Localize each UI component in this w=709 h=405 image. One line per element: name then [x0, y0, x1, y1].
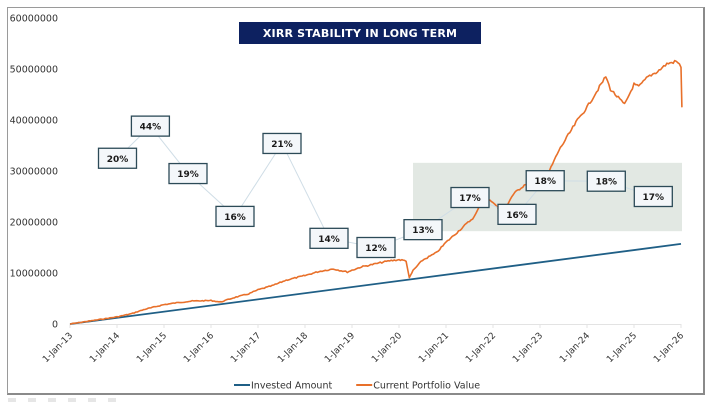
- xirr-label: 44%: [130, 115, 171, 137]
- xirr-label: 17%: [450, 186, 490, 209]
- xirr-label-text: 44%: [140, 123, 162, 133]
- xirr-label-box: [450, 186, 490, 209]
- chart-title: XIRR STABILITY IN LONG TERM: [239, 22, 481, 44]
- xirr-label: 19%: [168, 162, 208, 185]
- xirr-label-box: [168, 162, 208, 185]
- legend-item-invested-amount: Invested Amount: [234, 381, 332, 392]
- xirr-label: 12%: [356, 236, 396, 259]
- xirr-label-box: [356, 236, 396, 259]
- xirr-label-box: [309, 227, 349, 249]
- y-tick-label: 0: [52, 320, 58, 331]
- x-tick-label: 1-Jan-17: [229, 331, 263, 365]
- xirr-label-layer: 20% 44% 19% 16% 21% 14% 12% 13% 17% 16% 18% 18% 17%: [97, 115, 673, 259]
- xirr-label: 14%: [309, 227, 349, 249]
- xirr-label: 18%: [525, 170, 565, 192]
- footer-decoration: [8, 398, 116, 404]
- xirr-label-text: 17%: [643, 193, 665, 203]
- xirr-label: 16%: [497, 203, 537, 226]
- xirr-label: 16%: [215, 205, 255, 228]
- x-tick-label: 1-Jan-20: [370, 331, 404, 365]
- x-tick-label: 1-Jan-24: [558, 331, 592, 365]
- x-tick-label: 1-Jan-25: [605, 331, 639, 365]
- footer-dot: [28, 398, 36, 402]
- xirr-connector: [281, 143, 330, 239]
- xirr-label-text: 12%: [365, 244, 387, 254]
- xirr-label-box: [497, 203, 537, 226]
- xirr-label-text: 20%: [107, 155, 129, 165]
- xirr-label-box: [97, 147, 138, 169]
- xirr-label-box: [633, 185, 673, 208]
- x-tick-label: 1-Jan-13: [41, 331, 75, 365]
- xirr-label-box: [262, 132, 302, 155]
- xirr-label-text: 16%: [506, 211, 528, 221]
- y-axis: 0 10000000 20000000 30000000 40000000 5000000…: [10, 14, 58, 331]
- footer-dot: [108, 398, 116, 402]
- xirr-connector: [234, 143, 283, 217]
- xirr-label-text: 14%: [318, 235, 340, 245]
- y-tick-label: 10000000: [10, 269, 58, 280]
- x-tick-label: 1-Jan-21: [417, 331, 451, 365]
- x-tick-label: 1-Jan-14: [88, 331, 122, 365]
- y-tick-label: 20000000: [10, 218, 58, 229]
- x-tick-label: 1-Jan-26: [652, 331, 686, 365]
- legend: Invested Amount Current Portfolio Value: [234, 381, 480, 392]
- x-axis: 1-Jan-13 1-Jan-14 1-Jan-15 1-Jan-16 1-Jan-17…: [41, 324, 686, 365]
- footer-dot: [68, 398, 76, 402]
- y-tick-label: 30000000: [10, 167, 58, 178]
- xirr-label-box: [586, 170, 626, 192]
- legend-item-current-portfolio-value: Current Portfolio Value: [356, 381, 480, 392]
- xirr-label: 17%: [633, 185, 673, 208]
- legend-label: Invested Amount: [251, 381, 332, 392]
- xirr-label: 21%: [262, 132, 302, 155]
- y-tick-label: 50000000: [10, 65, 58, 76]
- y-tick-label: 40000000: [10, 116, 58, 127]
- xirr-label-text: 13%: [412, 226, 434, 236]
- xirr-label-text: 19%: [177, 170, 199, 180]
- xirr-label-box: [130, 115, 171, 137]
- xirr-label-box: [215, 205, 255, 228]
- xirr-label-text: 18%: [596, 178, 618, 188]
- xirr-label-text: 18%: [534, 177, 556, 187]
- series-line-invested-amount: [69, 243, 682, 325]
- xirr-label: 20%: [97, 147, 138, 169]
- chart-title-text: XIRR STABILITY IN LONG TERM: [263, 27, 457, 40]
- xirr-label-box: [525, 170, 565, 192]
- series-line-current-portfolio-value: [69, 59, 683, 325]
- footer-dot: [88, 398, 96, 402]
- series-layer: [69, 59, 683, 325]
- xirr-label-text: 17%: [459, 194, 481, 204]
- x-tick-label: 1-Jan-19: [323, 331, 357, 365]
- footer-dot: [8, 398, 16, 402]
- legend-label: Current Portfolio Value: [373, 381, 480, 392]
- x-tick-label: 1-Jan-18: [276, 331, 310, 365]
- x-tick-label: 1-Jan-15: [135, 331, 169, 365]
- xirr-label-text: 16%: [224, 213, 246, 223]
- xirr-label-box: [403, 218, 443, 241]
- xirr-label-text: 21%: [271, 140, 293, 150]
- y-tick-label: 60000000: [10, 14, 58, 25]
- x-tick-label: 1-Jan-22: [464, 331, 498, 365]
- x-tick-label: 1-Jan-16: [182, 331, 216, 365]
- footer-dot: [48, 398, 56, 402]
- x-tick-label: 1-Jan-23: [511, 331, 545, 365]
- xirr-label: 13%: [403, 218, 443, 241]
- chart-title-background: [239, 22, 481, 44]
- xirr-label: 18%: [586, 170, 626, 192]
